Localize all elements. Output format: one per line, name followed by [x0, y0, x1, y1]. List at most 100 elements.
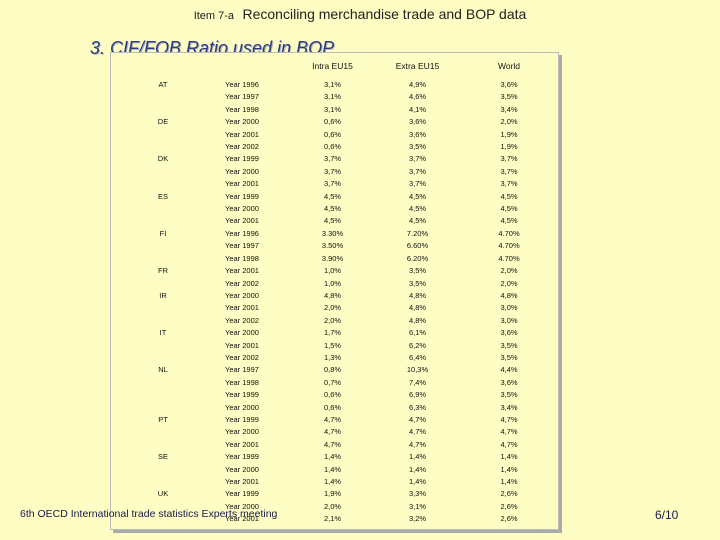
- cell-country: [111, 426, 215, 438]
- cell-year: Year 2000: [225, 464, 259, 474]
- cell-intra-eu15: 0,6%: [323, 129, 342, 139]
- table-row: Year 1997 3,1% 4,6% 3,5%: [111, 91, 558, 103]
- cell-world: 3,6%: [500, 80, 518, 89]
- cell-world: 3,0%: [500, 315, 518, 325]
- cell-world: 4,7%: [500, 414, 518, 424]
- cell-extra-eu15: 4,7%: [408, 414, 427, 424]
- cell-extra-eu15: 4,8%: [408, 303, 427, 313]
- cell-country: [111, 439, 215, 451]
- cell-intra-eu15: 1,4%: [323, 452, 342, 462]
- cell-country: FI: [159, 228, 167, 238]
- cell-extra-eu15: 6.20%: [406, 253, 429, 263]
- cell-year: Year 2001: [225, 129, 259, 139]
- cell-extra-eu15: 3,7%: [408, 166, 427, 176]
- table-row: FR Year 2001 1,0% 3,5% 2,0%: [111, 265, 558, 277]
- cell-year: Year 1997: [225, 365, 259, 375]
- cell-country: NL: [158, 365, 168, 375]
- table-row: AT Year 1996 3,1% 4,9% 3,6%: [111, 79, 558, 91]
- cell-world: 2,0%: [500, 117, 518, 127]
- cell-country: [111, 253, 215, 265]
- cell-year: Year 1999: [225, 452, 259, 462]
- cell-extra-eu15: 3,6%: [408, 129, 427, 139]
- cell-extra-eu15: 1,4%: [408, 452, 427, 462]
- cell-intra-eu15: 3.90%: [321, 253, 344, 263]
- cell-country: [111, 352, 215, 364]
- cell-intra-eu15: 0,6%: [323, 390, 342, 400]
- cell-world: 3,6%: [500, 328, 518, 338]
- table-row: Year 2001 3,7% 3,7% 3,7%: [111, 178, 558, 190]
- cell-extra-eu15: 4,6%: [408, 92, 427, 102]
- cell-extra-eu15: 4,7%: [408, 427, 427, 437]
- cell-country: [111, 464, 215, 476]
- table-row: Year 2001 1,4% 1,4% 1,4%: [111, 476, 558, 488]
- cell-year: Year 1999: [225, 489, 259, 499]
- cell-world: 4,5%: [500, 191, 518, 201]
- cell-year: Year 1998: [225, 104, 259, 114]
- table-row: Year 2002 1,3% 6,4% 3,5%: [111, 352, 558, 364]
- cell-world: 1,9%: [500, 142, 518, 152]
- cell-year: Year 2002: [225, 315, 259, 325]
- cell-country: [111, 166, 215, 178]
- cell-year: Year 2001: [225, 303, 259, 313]
- cell-intra-eu15: 4,5%: [323, 216, 342, 226]
- cell-year: Year 2000: [225, 328, 259, 338]
- cell-year: Year 2001: [225, 216, 259, 226]
- cell-intra-eu15: 1,7%: [323, 328, 342, 338]
- cell-year: Year 2001: [225, 439, 259, 449]
- cell-intra-eu15: 2,0%: [323, 303, 342, 313]
- table-row: Year 2002 2,0% 4,8% 3,0%: [111, 315, 558, 327]
- cell-intra-eu15: 4,7%: [323, 439, 342, 449]
- cell-country: [111, 203, 215, 215]
- table-header: Intra EU15 Extra EU15 World: [111, 53, 558, 79]
- cell-country: AT: [158, 80, 168, 89]
- cell-extra-eu15: 7.20%: [406, 228, 429, 238]
- cell-year: Year 2001: [225, 340, 259, 350]
- table-row: Year 2002 0,6% 3,5% 1,9%: [111, 141, 558, 153]
- cell-year: Year 2001: [225, 477, 259, 486]
- table-row: Year 2000 4,7% 4,7% 4,7%: [111, 426, 558, 438]
- cell-world: 2,0%: [500, 278, 518, 288]
- cell-intra-eu15: 1,5%: [323, 340, 342, 350]
- cell-world: 4,7%: [500, 439, 518, 449]
- cell-intra-eu15: 3,1%: [323, 80, 342, 89]
- cell-extra-eu15: 3,1%: [408, 501, 427, 511]
- cell-world: 2,6%: [500, 514, 518, 524]
- cell-country: [111, 240, 215, 252]
- slide-title: Reconciling merchandise trade and BOP da…: [242, 6, 527, 22]
- cell-year: Year 2001: [225, 266, 259, 276]
- cell-country: [111, 402, 215, 414]
- cell-intra-eu15: 3,7%: [323, 166, 342, 176]
- cell-intra-eu15: 4,7%: [323, 427, 342, 437]
- cell-intra-eu15: 3,1%: [323, 104, 342, 114]
- column-header-extra-eu15: Extra EU15: [395, 61, 440, 71]
- table-body: AT Year 1996 3,1% 4,9% 3,6% Year 1997 3,1% 4,6%…: [111, 79, 558, 526]
- cell-intra-eu15: 3,7%: [323, 179, 342, 189]
- column-header-country: [111, 53, 215, 79]
- header-row: Intra EU15 Extra EU15 World: [111, 53, 558, 79]
- cell-intra-eu15: 0,6%: [323, 142, 342, 152]
- cell-intra-eu15: 4,7%: [323, 414, 342, 424]
- cell-country: [111, 476, 215, 488]
- cell-country: [111, 278, 215, 290]
- cell-intra-eu15: 2,0%: [323, 501, 342, 511]
- cell-world: 3,5%: [500, 340, 518, 350]
- cell-intra-eu15: 0,6%: [323, 402, 342, 412]
- cell-world: 3,7%: [500, 166, 518, 176]
- column-header-intra-eu15: Intra EU15: [312, 61, 353, 71]
- cell-year: Year 1999: [225, 390, 259, 400]
- table-row: DE Year 2000 0,6% 3,6% 2,0%: [111, 116, 558, 128]
- cell-country: DE: [157, 117, 169, 127]
- cell-extra-eu15: 3,2%: [408, 514, 427, 524]
- cell-world: 4,8%: [500, 290, 518, 300]
- table-row: FI Year 1996 3.30% 7.20% 4.70%: [111, 228, 558, 240]
- cell-intra-eu15: 1,9%: [323, 489, 342, 499]
- table-row: NL Year 1997 0,8% 10,3% 4,4%: [111, 364, 558, 376]
- table-row: Year 2000 1,4% 1,4% 1,4%: [111, 464, 558, 476]
- footer-text: 6th OECD International trade statistics …: [20, 508, 278, 520]
- cell-year: Year 2000: [225, 501, 259, 511]
- table-row: Year 1997 3.50% 6.60% 4.70%: [111, 240, 558, 252]
- cell-country: FR: [158, 266, 168, 276]
- cell-intra-eu15: 4,5%: [323, 191, 342, 201]
- cell-year: Year 2002: [225, 352, 259, 362]
- cell-world: 1,4%: [500, 477, 518, 486]
